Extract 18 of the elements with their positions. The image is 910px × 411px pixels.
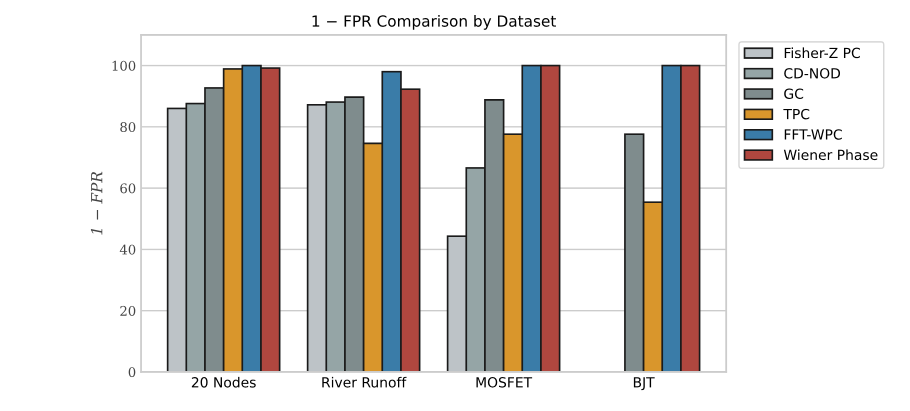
legend-label: Wiener Phase bbox=[784, 149, 878, 160]
y-tick-label: 20 bbox=[120, 306, 136, 316]
y-tick-label: 0 bbox=[128, 367, 136, 378]
chart-title: 1 − FPR Comparison by Dataset bbox=[312, 14, 556, 30]
legend-label: Fisher-Z PC bbox=[784, 47, 860, 58]
x-tick-label: BJT bbox=[634, 377, 655, 390]
x-tick-label: River Runoff bbox=[322, 376, 407, 388]
legend-label: CD-NOD bbox=[784, 68, 840, 79]
y-axis-title: 1 − FPR bbox=[90, 172, 102, 235]
x-tick-label: 20 Nodes bbox=[192, 376, 256, 388]
y-tick-label: 100 bbox=[112, 60, 136, 71]
legend-label: GC bbox=[784, 88, 804, 99]
legend-label: TPC bbox=[783, 108, 810, 120]
y-tick-label: 60 bbox=[120, 183, 136, 194]
legend-label: FFT-WPC bbox=[784, 129, 842, 140]
y-tick-label: 40 bbox=[120, 244, 136, 255]
y-tick-label: 80 bbox=[120, 122, 136, 132]
x-tick-label: MOSFET bbox=[476, 377, 532, 388]
